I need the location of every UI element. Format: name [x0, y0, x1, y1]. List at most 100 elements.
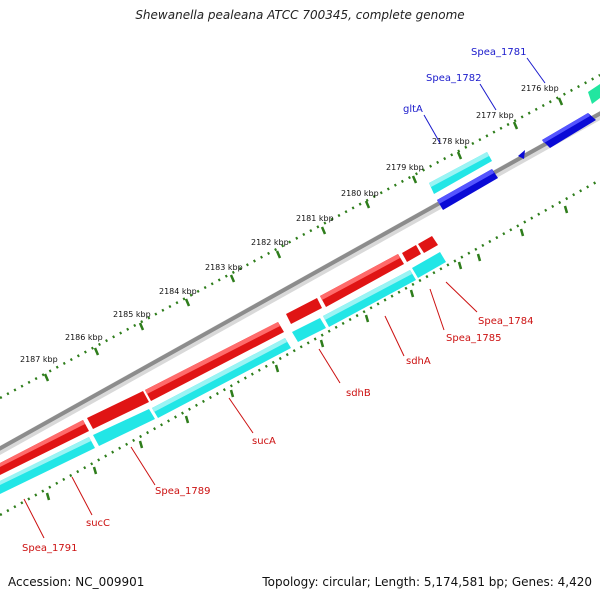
sucC-gene[interactable]	[0, 437, 95, 494]
tick-2179	[411, 175, 418, 184]
label-sucA[interactable]: sucA	[252, 436, 276, 447]
leader-sdhB	[318, 348, 341, 384]
leader-sucA	[228, 397, 254, 434]
label-spea-1785[interactable]: Spea_1785	[446, 333, 501, 344]
tick-label: 2183 kbp	[205, 263, 243, 272]
gltA-gene-top	[429, 152, 489, 187]
inner-tick	[519, 228, 525, 237]
sucC-cds[interactable]	[0, 420, 89, 475]
tick-label: 2180 kbp	[341, 189, 379, 198]
leader-sdhA	[384, 315, 405, 357]
leader-spea-1781	[526, 57, 546, 84]
tick-label: 2176 kbp	[521, 84, 559, 93]
tick-2177	[512, 121, 519, 130]
leader-spea-1789	[130, 446, 156, 486]
spea-1789-cds[interactable]	[87, 391, 149, 429]
inner-tick	[92, 466, 98, 475]
label-gltA[interactable]: gltA	[403, 104, 423, 115]
sdhA-gene[interactable]	[323, 270, 416, 327]
ruler-outer-dotted	[0, 73, 600, 400]
tick-2184	[184, 298, 191, 307]
tick-label: 2177 kbp	[476, 111, 514, 120]
gltA-cds-top	[437, 169, 494, 204]
label-spea-1791[interactable]: Spea_1791	[22, 543, 77, 554]
reverse-leaders	[23, 281, 478, 539]
ruler-inner-dotted	[0, 178, 600, 517]
sdhA-gene-top	[323, 270, 412, 320]
spea-1789-gene[interactable]	[93, 409, 155, 446]
tick-2182	[275, 250, 282, 259]
tick-2187	[43, 373, 50, 382]
sdhB-cds[interactable]	[286, 298, 322, 324]
spea-1784-cds[interactable]	[418, 236, 438, 253]
spea-1784-gene[interactable]	[412, 252, 446, 278]
tick-2180	[364, 200, 371, 209]
tick-2183	[229, 274, 236, 283]
reverse-features	[0, 236, 446, 494]
leader-spea-1782	[479, 83, 497, 111]
backbone	[0, 111, 600, 451]
inner-tick	[319, 339, 325, 348]
sucA-cds[interactable]	[145, 322, 284, 401]
spea-1782-cds-top	[542, 113, 590, 143]
spea-1785-cds[interactable]	[402, 245, 421, 262]
tick-2181	[320, 226, 327, 235]
sucA-cds-top	[145, 322, 280, 394]
tick-label: 2184 kbp	[159, 287, 197, 296]
inner-tick	[364, 314, 370, 323]
inner-tick	[563, 205, 569, 214]
inner-ruler-ticks	[45, 205, 569, 501]
leader-spea-1791	[23, 498, 45, 539]
tick-2178	[456, 151, 463, 160]
label-sucC[interactable]: sucC	[86, 518, 110, 529]
label-spea-1789[interactable]: Spea_1789	[155, 486, 210, 497]
inner-tick	[229, 389, 235, 398]
forward-label-group: Spea_1781 Spea_1782 gltA	[403, 47, 526, 115]
label-sdhA[interactable]: sdhA	[406, 356, 431, 367]
inner-tick	[274, 364, 280, 373]
tick-label: 2182 kbp	[251, 238, 289, 247]
ruler-labels: 2176 kbp 2177 kbp 2178 kbp 2179 kbp 2180…	[20, 84, 559, 364]
inner-tick	[184, 415, 190, 424]
genome-summary-text: Topology: circular; Length: 5,174,581 bp…	[262, 575, 592, 589]
sdhB-gene[interactable]	[292, 318, 326, 342]
sucA-gene-top	[152, 338, 287, 412]
spea-1782-cds[interactable]	[542, 113, 596, 148]
tick-label: 2179 kbp	[386, 163, 424, 172]
map-title: Shewanella pealeana ATCC 700345, complet…	[135, 8, 465, 22]
tick-2186	[93, 347, 100, 356]
label-sdhB[interactable]: sdhB	[346, 388, 371, 399]
tick-label: 2185 kbp	[113, 310, 151, 319]
small-feature[interactable]	[518, 150, 525, 159]
label-spea-1781[interactable]: Spea_1781	[471, 47, 526, 58]
tick-label: 2186 kbp	[65, 333, 103, 342]
leader-sucC	[71, 476, 93, 516]
tick-label: 2187 kbp	[20, 355, 58, 364]
sdhA-cds[interactable]	[320, 254, 404, 307]
inner-tick	[138, 440, 144, 449]
reverse-label-group: Spea_1784 Spea_1785 sdhA sdhB sucA Spea_…	[22, 316, 533, 554]
inner-tick	[457, 261, 463, 270]
sucC-cds-top	[0, 420, 85, 467]
leader-spea-1784	[445, 281, 478, 313]
inner-tick	[45, 492, 51, 501]
spea-1781-cds[interactable]	[588, 84, 600, 104]
tick-2176	[557, 97, 564, 106]
inner-tick	[476, 253, 482, 262]
label-spea-1782[interactable]: Spea_1782	[426, 73, 481, 84]
sucC-gene-top	[0, 437, 91, 485]
ruler-major-ticks	[43, 97, 564, 382]
tick-label: 2181 kbp	[296, 214, 334, 223]
leader-gltA	[423, 114, 441, 144]
accession-text: Accession: NC_009901	[8, 575, 145, 589]
forward-features	[429, 84, 600, 210]
sdhA-cds-top	[320, 254, 400, 300]
forward-leaders	[423, 57, 546, 144]
tick-2185	[138, 322, 145, 331]
leader-spea-1785	[429, 288, 445, 331]
inner-tick	[409, 289, 415, 298]
tick-label: 2178 kbp	[432, 137, 470, 146]
label-spea-1784[interactable]: Spea_1784	[478, 316, 533, 327]
